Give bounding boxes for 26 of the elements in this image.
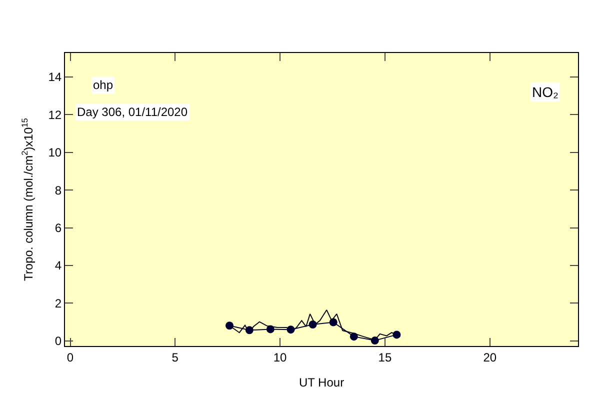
y-tick-label: 14 xyxy=(48,70,62,84)
point xyxy=(286,326,295,334)
point xyxy=(226,322,234,330)
point xyxy=(245,326,254,334)
point xyxy=(329,318,338,326)
y-tick-label: 4 xyxy=(54,258,62,273)
y-tick-label: 12 xyxy=(48,108,62,122)
x-axis-title: UT Hour xyxy=(298,375,344,390)
annotation: NO₂ xyxy=(532,84,558,100)
point xyxy=(350,332,358,341)
y-tick-label: 0 xyxy=(54,334,62,348)
point xyxy=(370,336,379,345)
y-tick-label: 8 xyxy=(54,183,62,198)
annotation: ohp xyxy=(93,78,114,92)
y-tick-label: 10 xyxy=(48,146,62,160)
y-tick-label: 2 xyxy=(54,296,62,310)
x-tick-label: 15 xyxy=(378,350,392,364)
point xyxy=(392,330,401,339)
y-tick-label: 6 xyxy=(54,220,62,235)
x-tick-label: 0 xyxy=(66,350,74,364)
point xyxy=(308,320,317,329)
annotation: Day 306, 01/11/2020 xyxy=(77,105,188,119)
x-tick-label: 5 xyxy=(172,350,179,364)
point xyxy=(266,325,274,334)
x-tick-label: 20 xyxy=(483,350,497,364)
x-tick-label: 10 xyxy=(273,350,288,364)
